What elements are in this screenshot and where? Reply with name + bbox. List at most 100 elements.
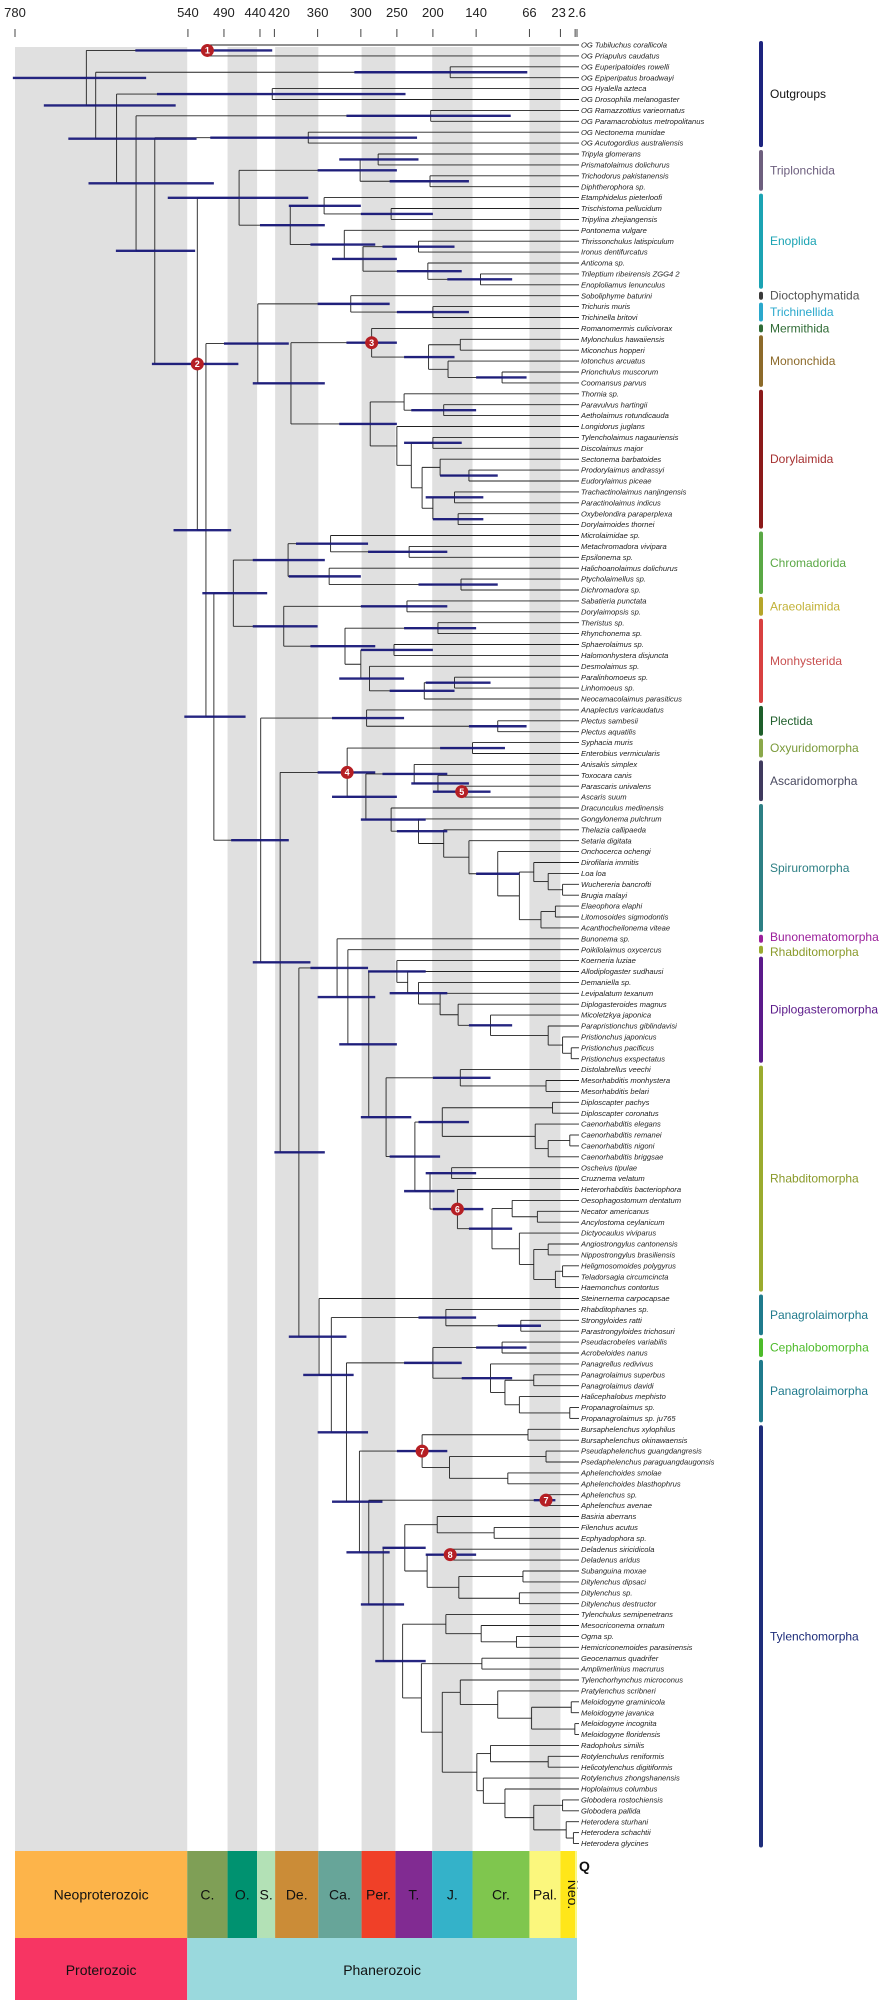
taxon-label: OG Hyalella azteca [581, 84, 646, 93]
clade-bar [759, 150, 763, 191]
taxon-label: Paravulvus hartingii [581, 400, 648, 409]
taxon-label: Trichodorus pakistanensis [581, 171, 669, 180]
taxon-label: Amplimerlinius macrurus [580, 1665, 664, 1674]
taxon-label: Hoplolaimus columbus [581, 1785, 658, 1794]
taxon-label: Pratylenchus scribneri [581, 1687, 656, 1696]
taxon-label: Necator americanus [581, 1207, 649, 1216]
taxon-label: Oesophagostomum dentatum [581, 1196, 681, 1205]
taxon-label: Steinernema carpocapsae [581, 1294, 670, 1303]
taxon-label: Ditylenchus destructor [581, 1599, 657, 1608]
taxon-label: Aphelenchus avenae [580, 1501, 652, 1510]
taxon-label: Helicotylenchus digitiformis [581, 1763, 673, 1772]
taxon-label: Ptycholaimellus sp. [581, 575, 646, 584]
period-shade-band [15, 47, 188, 1851]
taxon-label: Ascaris suum [580, 793, 627, 802]
clade-label: Mermithida [770, 321, 830, 335]
clade-label: Bunonematomorpha [770, 930, 879, 944]
taxon-label: OG Nectonema munidae [581, 128, 665, 137]
taxon-label: Sabatieria punctata [581, 597, 646, 606]
taxon-label: OG Drosophila melanogaster [581, 95, 680, 104]
eon-cell [187, 1938, 577, 2000]
taxon-label: Heligmosomoides polygyrus [581, 1261, 676, 1270]
period-cell [361, 1851, 396, 1938]
taxon-label: Pseudaphelenchus guangdangresis [581, 1447, 702, 1456]
taxon-label: Caenorhabditis remanei [581, 1131, 662, 1140]
taxon-label: Bursaphelenchus xylophilus [581, 1425, 675, 1434]
taxon-label: Tylenchulus semipenetrans [581, 1610, 673, 1619]
clade-label: Plectida [770, 714, 813, 728]
taxon-label: Pristionchus pacificus [581, 1043, 654, 1052]
taxon-label: Heterorhabditis bacteriophora [581, 1185, 681, 1194]
calibration-markers: 1 3 5 4 6 7 7 8 2 [190, 43, 553, 1562]
taxon-label: Subanguina moxae [581, 1567, 646, 1576]
taxon-label: Meloidogyne graminicola [581, 1697, 665, 1706]
taxon-label: Micoletzkya japonica [581, 1011, 651, 1020]
axis-tick-label: 250 [386, 5, 408, 20]
taxon-label: Microlaimidae sp. [581, 531, 640, 540]
axis-tick-label: 200 [422, 5, 444, 20]
taxon-label: Syphacia muris [581, 738, 633, 747]
taxon-label: Halichoanolaimus dolichurus [581, 564, 678, 573]
period-cell [529, 1851, 561, 1938]
taxon-label: Panagrellus redivivus [581, 1360, 653, 1369]
taxon-label: Trichuris muris [581, 302, 630, 311]
taxon-label: Acanthocheilonema viteae [580, 924, 670, 933]
axis-tick-label: 2.6 [568, 5, 586, 20]
taxon-label: Demaniella sp. [581, 978, 631, 987]
calibration-marker-number: 4 [345, 768, 350, 778]
taxon-label: Thornia sp. [581, 389, 619, 398]
taxon-label: Desmolaimus sp. [581, 662, 639, 671]
period-shade-band [227, 47, 258, 1851]
taxon-label: Tripyla glomerans [581, 150, 641, 159]
taxon-label: Levipalatum texanum [581, 989, 653, 998]
calibration-marker-number: 1 [205, 46, 210, 56]
taxon-label: Aphelenchus sp. [580, 1490, 637, 1499]
clade-bar [759, 302, 763, 322]
period-cell [575, 1851, 577, 1938]
eon-cell [15, 1938, 188, 2000]
calibration-marker [450, 1202, 464, 1216]
clade-label: Dioctophymatida [770, 289, 860, 303]
taxon-label: Sectonema barbatoides [581, 455, 661, 464]
clade-label: Mononchida [770, 354, 836, 368]
period-label: Ca. [329, 1887, 351, 1903]
taxon-label: Epsilonema sp. [581, 553, 633, 562]
calibration-marker [455, 785, 469, 799]
period-cell [257, 1851, 276, 1938]
taxon-label: Distolabrellus veechi [581, 1065, 651, 1074]
taxon-label: Ancylostoma ceylanicum [580, 1218, 665, 1227]
taxon-label: Trichinella britovi [581, 313, 638, 322]
calibration-marker-number: 7 [420, 1446, 425, 1456]
taxon-label: Loa loa [581, 869, 606, 878]
geologic-timescale: Neoproterozoic C. O. S. De. Ca. Per. T. J. Cr. Pal… [15, 1851, 590, 2000]
period-label: Per. [366, 1887, 391, 1903]
clade-bar [759, 291, 763, 300]
taxon-label: Rotylenchulus reniformis [581, 1752, 664, 1761]
taxon-label: Ditylenchus dipsaci [581, 1578, 646, 1587]
clade-label: Ascaridomorpha [770, 774, 858, 788]
taxon-label: Globodera pallida [581, 1806, 641, 1815]
taxon-label: Ogma sp. [581, 1632, 614, 1641]
taxon-label: Globodera rostochiensis [581, 1796, 663, 1805]
taxon-label: Soboliphyme baturini [581, 291, 652, 300]
taxon-label: Trileptium ribeirensis ZGG4 2 [581, 270, 680, 279]
taxon-label: Cruznema velatum [581, 1174, 645, 1183]
taxon-label: Deladenus aridus [581, 1556, 640, 1565]
taxon-label: Parastrongyloides trichosuri [581, 1327, 675, 1336]
taxon-label: Aphelenchoides blasthophrus [580, 1479, 681, 1488]
axis-tick-label: 66 [522, 5, 536, 20]
taxon-label: Etamphidelus pieterloofi [581, 193, 662, 202]
taxon-label: Radopholus similis [581, 1741, 645, 1750]
taxon-label: Enterobius vermicularis [581, 749, 660, 758]
taxon-label: Thelazia callipaeda [581, 825, 646, 834]
taxon-label: OG Priapulus caudatus [581, 52, 660, 61]
time-axis: 780 540 490 440 420 360 300 250 200 140 66 23 2.6 [4, 5, 586, 37]
clade-label: Araeolaimida [770, 599, 840, 613]
taxon-label: Diploscapter coronatus [581, 1109, 659, 1118]
taxon-label: Pristionchus exspectatus [581, 1054, 665, 1063]
clade-bar [759, 804, 763, 932]
clade-label: Outgroups [770, 87, 826, 101]
period-cell [227, 1851, 258, 1938]
taxon-label: OG Epiperipatus broadwayi [581, 73, 674, 82]
